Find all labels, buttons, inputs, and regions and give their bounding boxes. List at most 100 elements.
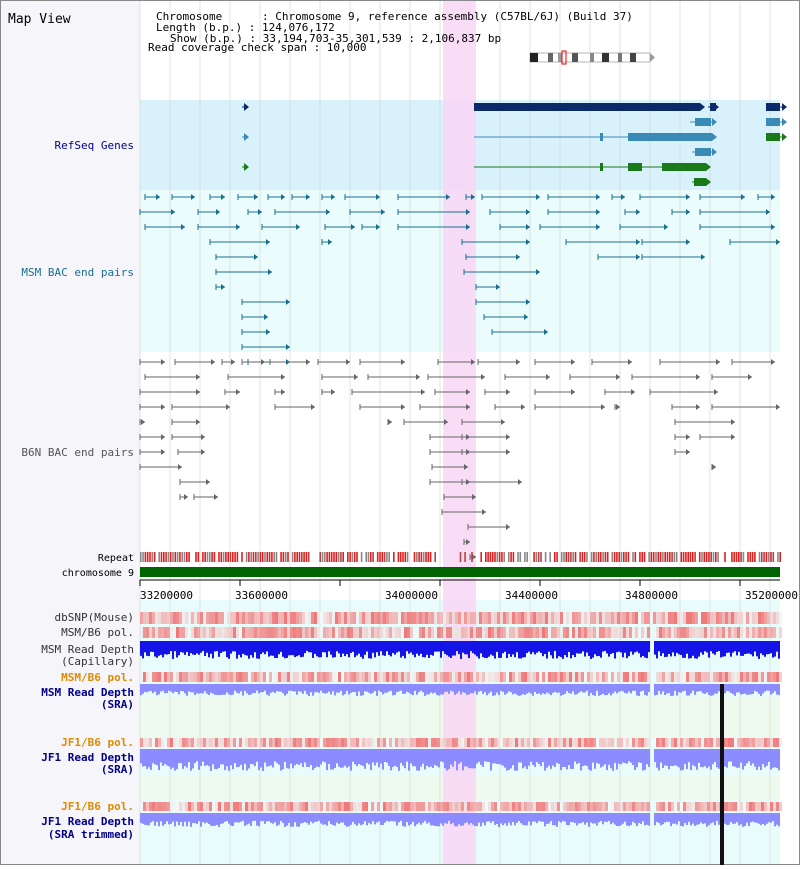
repeat-element xyxy=(613,552,616,562)
repeat-track[interactable] xyxy=(140,552,781,562)
jf1-sra-depth-bar xyxy=(536,749,538,763)
jf1-sra-depth-bar xyxy=(548,749,550,766)
msm-cap-depth-bar xyxy=(210,641,212,654)
repeat-element xyxy=(567,552,570,562)
polymorphism-cell xyxy=(737,672,740,682)
polymorphism-cell xyxy=(458,802,461,811)
jf1-trim-depth-bar xyxy=(376,813,378,823)
polymorphism-cell xyxy=(290,672,293,682)
msm-bac-track-label[interactable]: MSM BAC end pairs xyxy=(21,266,134,279)
jf1-trim-depth-bar xyxy=(530,813,532,826)
read-depth-tracks[interactable] xyxy=(140,641,780,827)
msm-bac-pair-end xyxy=(686,239,690,245)
polymorphism-cell xyxy=(458,738,461,747)
polymorphism-cell xyxy=(281,738,284,747)
polymorphism-cell xyxy=(215,627,218,638)
msm-sra-depth-bar xyxy=(382,684,384,695)
jf1-trim-depth-bar xyxy=(674,813,676,824)
polymorphism-cell xyxy=(524,612,527,624)
jf1-sra-depth-bar xyxy=(158,749,160,771)
polymorphism-cell xyxy=(575,802,578,811)
jf1-sra-depth-bar xyxy=(640,749,642,763)
b6n-bac-pair-end xyxy=(616,374,620,380)
polymorphism-cell xyxy=(707,627,710,638)
jf1-sra-depth-bar xyxy=(350,749,352,771)
polymorphism-cell xyxy=(533,627,536,638)
polymorphism-cell xyxy=(734,672,737,682)
chromosome-track-label: chromosome 9 xyxy=(62,568,134,579)
jf1-trim-depth-bar xyxy=(596,813,598,826)
msm-sra-depth-bar xyxy=(458,684,460,692)
gene-exon xyxy=(662,163,706,171)
gene-exon xyxy=(695,148,711,156)
repeat-element xyxy=(758,552,761,562)
b6n-bac-track-label[interactable]: B6N BAC end pairs xyxy=(21,446,134,459)
polymorphism-cell xyxy=(278,627,281,638)
msm-sra-depth-bar xyxy=(678,684,680,693)
msm-cap-depth-bar xyxy=(172,641,174,659)
jf1-trim-depth-bar xyxy=(304,813,306,823)
polymorphism-cell xyxy=(263,672,266,682)
polymorphism-cell xyxy=(551,738,554,747)
msm-sra-depth-bar xyxy=(506,684,508,694)
msm-bac-pair-end xyxy=(771,224,775,230)
jf1-trim-depth-bar xyxy=(536,813,538,824)
msm-cap-depth-bar xyxy=(356,641,358,656)
polymorphism-tracks[interactable] xyxy=(140,612,782,811)
polymorphism-cell xyxy=(683,802,686,811)
jf1-trim-depth-bar xyxy=(744,813,746,827)
jf1-trim-depth-bar xyxy=(418,813,420,823)
chromosome-bar[interactable] xyxy=(140,567,780,577)
msm-cap-depth-bar xyxy=(604,641,606,651)
polymorphism-cell xyxy=(779,802,782,811)
jf1-trim-depth-bar xyxy=(702,813,704,824)
msm-sra-depth-bar xyxy=(754,684,756,691)
polymorphism-cell xyxy=(215,612,218,624)
msm-bac-track[interactable] xyxy=(139,194,780,365)
msm-sra-depth-bar xyxy=(198,684,200,694)
refseq-track-label[interactable]: RefSeq Genes xyxy=(55,139,134,152)
selected-region-highlight[interactable] xyxy=(443,0,476,865)
jf1-sra-depth-bar xyxy=(528,749,530,766)
repeat-element xyxy=(586,552,588,562)
polymorphism-cell xyxy=(578,672,581,682)
msm-sra-depth-bar xyxy=(490,684,492,692)
polymorphism-cell xyxy=(215,738,218,747)
jf1-sra-depth-bar xyxy=(304,749,306,763)
b6n-bac-track[interactable] xyxy=(139,359,780,560)
polymorphism-cell xyxy=(323,612,326,624)
chromosome-ideogram[interactable] xyxy=(529,50,655,65)
polymorphism-cell xyxy=(293,627,296,638)
msm-sra-depth-bar xyxy=(262,684,264,693)
polymorphism-cell xyxy=(368,738,371,747)
msm-cap-depth-bar xyxy=(450,641,452,658)
repeat-element xyxy=(544,552,547,562)
polymorphism-cell xyxy=(572,627,575,638)
jf1-sra-depth-bar xyxy=(154,749,156,765)
polymorphism-cell xyxy=(719,627,722,638)
b6n-bac-pair-end xyxy=(178,464,182,470)
msm-sra-depth-bar xyxy=(368,684,370,693)
jf1-trim-depth-bar xyxy=(472,813,474,825)
jf1-sra-depth-bar xyxy=(614,749,616,763)
jf1-sra-depth-bar xyxy=(416,749,418,771)
jf1-sra-depth-bar xyxy=(758,749,760,767)
msm-depth-cap-label-2: (Capillary) xyxy=(61,655,134,668)
polymorphism-cell xyxy=(515,802,518,811)
msm-sra-depth-bar xyxy=(440,684,442,695)
msm-sra-depth-bar xyxy=(738,684,740,693)
jf1-trim-depth-bar xyxy=(516,813,518,823)
polymorphism-cell xyxy=(500,738,503,747)
msm-cap-depth-bar xyxy=(390,641,392,657)
msm-sra-depth-bar xyxy=(426,684,428,695)
refseq-genes-track[interactable] xyxy=(242,103,787,186)
msm-cap-depth-bar xyxy=(706,641,708,653)
polymorphism-cell xyxy=(227,672,230,682)
polymorphism-cell xyxy=(404,672,407,682)
b6n-bac-pair-end xyxy=(161,404,165,410)
msm-cap-depth-bar xyxy=(562,641,564,659)
msm-cap-depth-bar xyxy=(638,641,640,654)
polymorphism-cell xyxy=(680,738,683,747)
polymorphism-cell xyxy=(377,612,380,624)
msm-cap-depth-bar xyxy=(236,641,238,659)
